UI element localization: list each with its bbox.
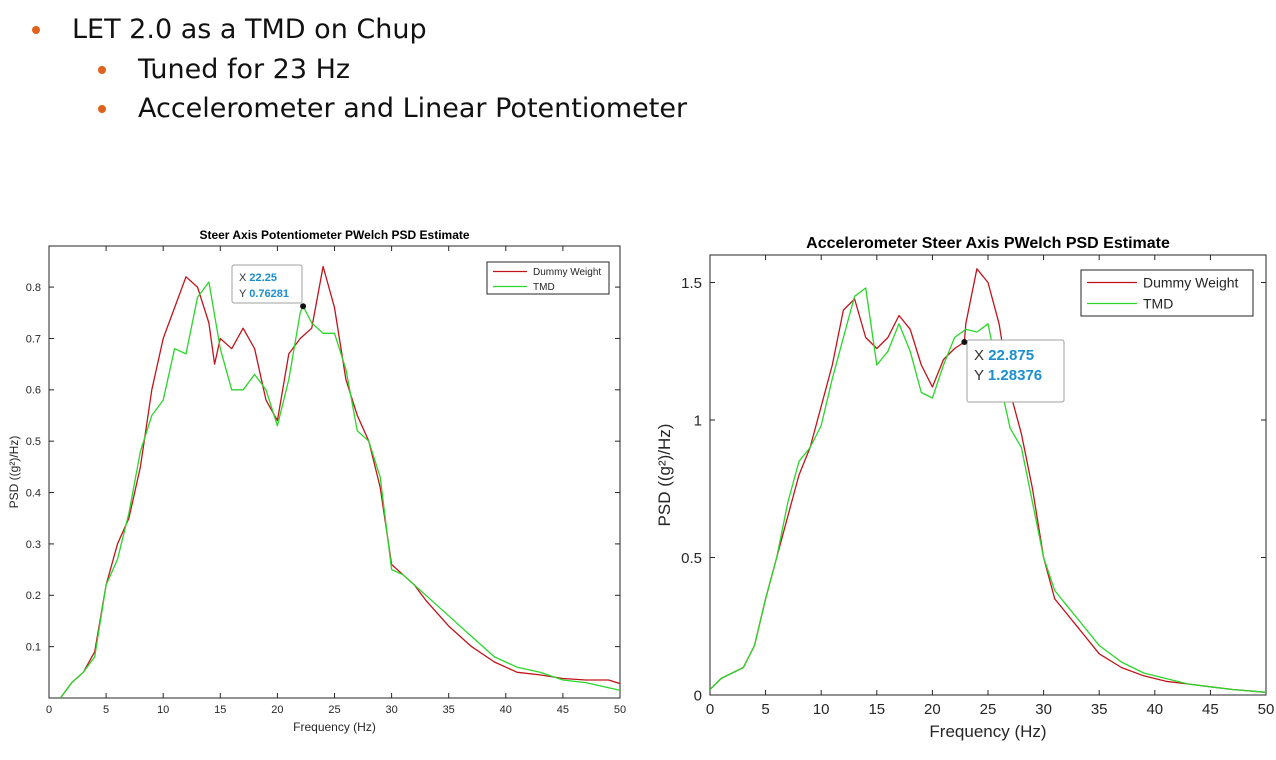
x-tick-label: 40 [500, 704, 512, 716]
legend-label: Dummy Weight [1143, 274, 1239, 290]
x-tick-label: 15 [868, 701, 885, 718]
y-tick-label: 0.8 [26, 282, 41, 294]
legend-box [486, 261, 610, 295]
y-tick-label: 1.5 [681, 275, 702, 292]
x-tick-label: 45 [557, 704, 569, 716]
x-tick-label: 35 [1091, 701, 1108, 718]
y-tick-label: 1 [694, 412, 702, 429]
x-tick-label: 50 [614, 704, 626, 716]
bullet-sub-1: Tuned for 23 Hz [98, 54, 350, 85]
y-tick-label: 0.2 [26, 590, 41, 602]
datatip-marker [961, 338, 968, 345]
legend-label: TMD [1143, 295, 1173, 311]
y-axis-label: PSD ((g²)/Hz) [655, 424, 674, 527]
bullet-dot-icon [32, 25, 40, 34]
bullet-text: Tuned for 23 Hz [138, 54, 351, 85]
series-line-dummy-weight [710, 268, 1266, 693]
accelerometer-psd-chart: Accelerometer Steer Axis PWelch PSD Esti… [655, 235, 1275, 741]
x-tick-label: 25 [980, 701, 997, 718]
series-line-tmd [59, 281, 620, 698]
bullet-text: Accelerometer and Linear Potentiometer [138, 93, 688, 124]
bullet-dot-icon [98, 65, 106, 74]
x-tick-label: 5 [103, 704, 109, 716]
bullet-text: LET 2.0 as a TMD on Chup [72, 14, 427, 45]
x-tick-label: 50 [1258, 701, 1275, 718]
x-tick-label: 30 [385, 704, 397, 716]
datatip-box [966, 339, 1065, 403]
chart-title: Accelerometer Steer Axis PWelch PSD Esti… [806, 235, 1170, 252]
chart-title: Steer Axis Potentiometer PWelch PSD Esti… [199, 228, 469, 242]
datatip-y-row: Y 0.76281 [239, 288, 289, 300]
x-tick-label: 25 [328, 704, 340, 716]
y-tick-label: 0.5 [681, 550, 702, 567]
x-tick-label: 10 [813, 701, 830, 718]
bullet-dot-icon [98, 104, 106, 113]
x-tick-label: 15 [214, 704, 226, 716]
potentiometer-psd-chart: Steer Axis Potentiometer PWelch PSD Esti… [7, 228, 626, 734]
legend-box [1080, 269, 1254, 317]
datatip-marker [300, 303, 307, 310]
series-line-tmd [710, 287, 1266, 693]
y-tick-label: 0.6 [26, 385, 41, 397]
y-tick-label: 0.5 [26, 436, 41, 448]
x-tick-label: 20 [271, 704, 283, 716]
x-tick-label: 45 [1202, 701, 1219, 718]
series-line-dummy-weight [59, 265, 620, 698]
y-axis-label: PSD ((g²)/Hz) [7, 436, 21, 509]
datatip-x-row: X 22.875 [974, 347, 1034, 364]
x-tick-label: 5 [761, 701, 769, 718]
x-axis-label: Frequency (Hz) [293, 720, 376, 734]
y-tick-label: 0.4 [26, 487, 41, 499]
x-tick-label: 40 [1146, 701, 1163, 718]
y-tick-label: 0.3 [26, 539, 41, 551]
y-tick-label: 0.1 [26, 641, 41, 653]
y-tick-label: 0 [694, 687, 702, 704]
x-tick-label: 0 [46, 704, 52, 716]
x-tick-label: 20 [924, 701, 941, 718]
legend-label: TMD [533, 282, 555, 293]
plot-area [48, 245, 621, 699]
datatip-box [231, 264, 303, 304]
x-axis-label: Frequency (Hz) [929, 722, 1046, 741]
x-tick-label: 30 [1035, 701, 1052, 718]
datatip-y-row: Y 1.28376 [974, 367, 1042, 384]
x-tick-label: 10 [157, 704, 169, 716]
datatip-x-row: X 22.25 [239, 272, 277, 284]
y-tick-label: 0.7 [26, 333, 41, 345]
x-tick-label: 0 [706, 701, 714, 718]
legend-label: Dummy Weight [533, 267, 601, 278]
bullet-main: LET 2.0 as a TMD on Chup [32, 14, 427, 45]
x-tick-label: 35 [443, 704, 455, 716]
plot-area [709, 254, 1267, 696]
bullet-sub-2: Accelerometer and Linear Potentiometer [98, 93, 687, 124]
